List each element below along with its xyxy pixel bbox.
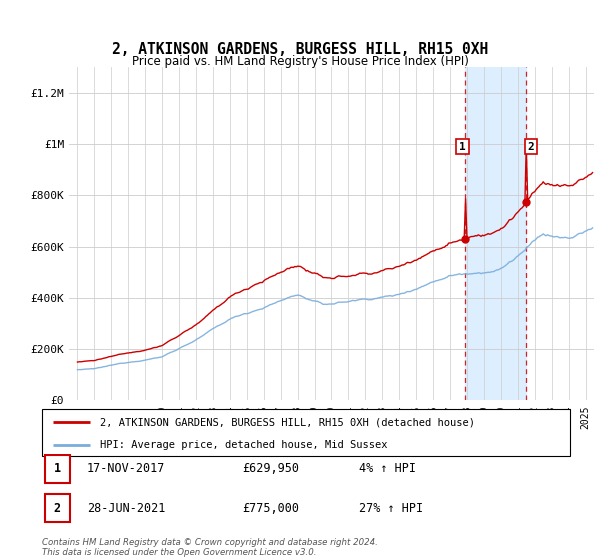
FancyBboxPatch shape bbox=[44, 455, 70, 483]
Text: 4% ↑ HPI: 4% ↑ HPI bbox=[359, 463, 416, 475]
Bar bbox=[465, 67, 526, 400]
Text: 27% ↑ HPI: 27% ↑ HPI bbox=[359, 502, 423, 515]
FancyBboxPatch shape bbox=[44, 494, 70, 522]
Text: £775,000: £775,000 bbox=[242, 502, 299, 515]
Text: 2, ATKINSON GARDENS, BURGESS HILL, RH15 0XH (detached house): 2, ATKINSON GARDENS, BURGESS HILL, RH15 … bbox=[100, 417, 475, 427]
FancyBboxPatch shape bbox=[42, 409, 570, 456]
Text: 28-JUN-2021: 28-JUN-2021 bbox=[87, 502, 165, 515]
Text: 1: 1 bbox=[459, 142, 466, 152]
Text: Contains HM Land Registry data © Crown copyright and database right 2024.
This d: Contains HM Land Registry data © Crown c… bbox=[42, 538, 378, 557]
Text: £629,950: £629,950 bbox=[242, 463, 299, 475]
Text: 2: 2 bbox=[528, 142, 535, 152]
Text: 2: 2 bbox=[54, 502, 61, 515]
Text: 2, ATKINSON GARDENS, BURGESS HILL, RH15 0XH: 2, ATKINSON GARDENS, BURGESS HILL, RH15 … bbox=[112, 42, 488, 57]
Text: 17-NOV-2017: 17-NOV-2017 bbox=[87, 463, 165, 475]
Text: HPI: Average price, detached house, Mid Sussex: HPI: Average price, detached house, Mid … bbox=[100, 440, 388, 450]
Text: Price paid vs. HM Land Registry's House Price Index (HPI): Price paid vs. HM Land Registry's House … bbox=[131, 55, 469, 68]
Text: 1: 1 bbox=[54, 463, 61, 475]
